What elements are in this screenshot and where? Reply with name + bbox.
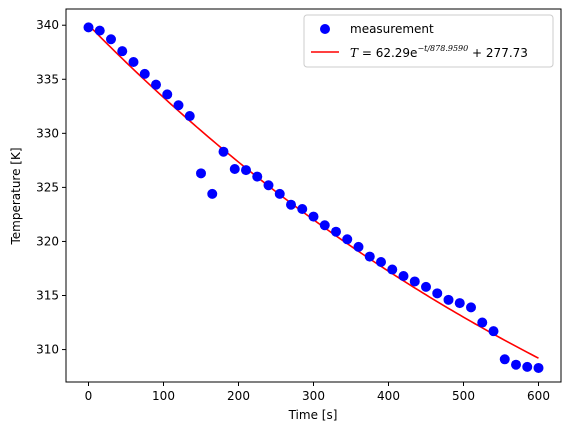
x-tick-label: 0 (85, 389, 93, 403)
x-ticks: 0 100 200 300 400 500 600 (85, 382, 550, 403)
measurement-point (387, 264, 398, 275)
measurement-point (522, 361, 533, 372)
measurement-point (308, 211, 319, 222)
measurement-point (432, 288, 443, 299)
y-tick-label: 310 (36, 343, 59, 357)
measurement-point (409, 276, 420, 287)
measurement-point (376, 256, 386, 267)
measurement-point (443, 294, 454, 305)
legend-fit-exponent: −t/878.9590 (417, 44, 468, 53)
measurement-point (533, 362, 544, 373)
measurement-point (342, 234, 353, 245)
measurement-point (263, 180, 274, 191)
measurement-point (297, 204, 308, 215)
measurement-point (173, 100, 184, 111)
measurement-point (274, 188, 285, 199)
measurement-point (252, 171, 263, 182)
measurement-point (331, 226, 341, 237)
y-tick-label: 335 (36, 72, 59, 86)
measurement-point (477, 317, 488, 328)
measurement-point (466, 302, 476, 313)
y-axis-label: Temperature [K] (9, 147, 23, 245)
y-tick-label: 325 (36, 180, 59, 194)
measurement-point (286, 199, 296, 210)
x-tick-label: 100 (152, 389, 175, 403)
measurement-point (196, 168, 206, 179)
measurement-point (353, 241, 364, 252)
measurement-point (162, 89, 173, 100)
legend-box (303, 14, 554, 68)
measurement-point (106, 34, 116, 45)
x-tick-label: 500 (452, 389, 475, 403)
measurement-point (499, 354, 510, 365)
x-axis-label: Time [s] (288, 408, 338, 422)
y-ticks: 310 315 320 325 330 335 340 (36, 18, 66, 357)
measurement-point (139, 68, 150, 79)
x-tick-label: 400 (377, 389, 400, 403)
measurement-point (117, 46, 128, 57)
measurement-point (83, 22, 94, 33)
measurement-point (94, 25, 105, 36)
measurement-point (241, 165, 251, 176)
legend: measurement T = 62.29e−t/878.9590 + 277.… (303, 14, 554, 68)
measurement-point (421, 281, 431, 292)
measurement-point (454, 298, 465, 309)
measurement-point (229, 164, 240, 175)
y-tick-label: 340 (36, 18, 59, 32)
measurement-point (184, 111, 195, 122)
x-tick-label: 300 (302, 389, 325, 403)
legend-label-fit: T = 62.29e−t/878.9590 + 277.73 (350, 44, 528, 60)
legend-fit-offset: + 277.73 (468, 46, 528, 60)
y-tick-label: 330 (36, 126, 59, 140)
y-tick-label: 315 (36, 289, 59, 303)
measurement-point (488, 326, 499, 337)
measurement-series (83, 22, 544, 373)
measurement-point (207, 188, 218, 199)
x-tick-label: 600 (527, 389, 550, 403)
y-tick-label: 320 (36, 234, 59, 248)
legend-fit-var: T (350, 46, 359, 60)
measurement-point (319, 220, 330, 231)
measurement-point (398, 271, 409, 282)
measurement-point (151, 79, 161, 90)
x-tick-label: 200 (227, 389, 250, 403)
measurement-point (218, 146, 229, 157)
legend-fit-coef: = 62.29e (358, 46, 417, 60)
measurement-point (511, 359, 521, 370)
measurement-point (364, 251, 375, 262)
legend-marker-measurement (320, 24, 330, 34)
legend-label-measurement: measurement (350, 22, 434, 36)
measurement-point (128, 56, 139, 67)
